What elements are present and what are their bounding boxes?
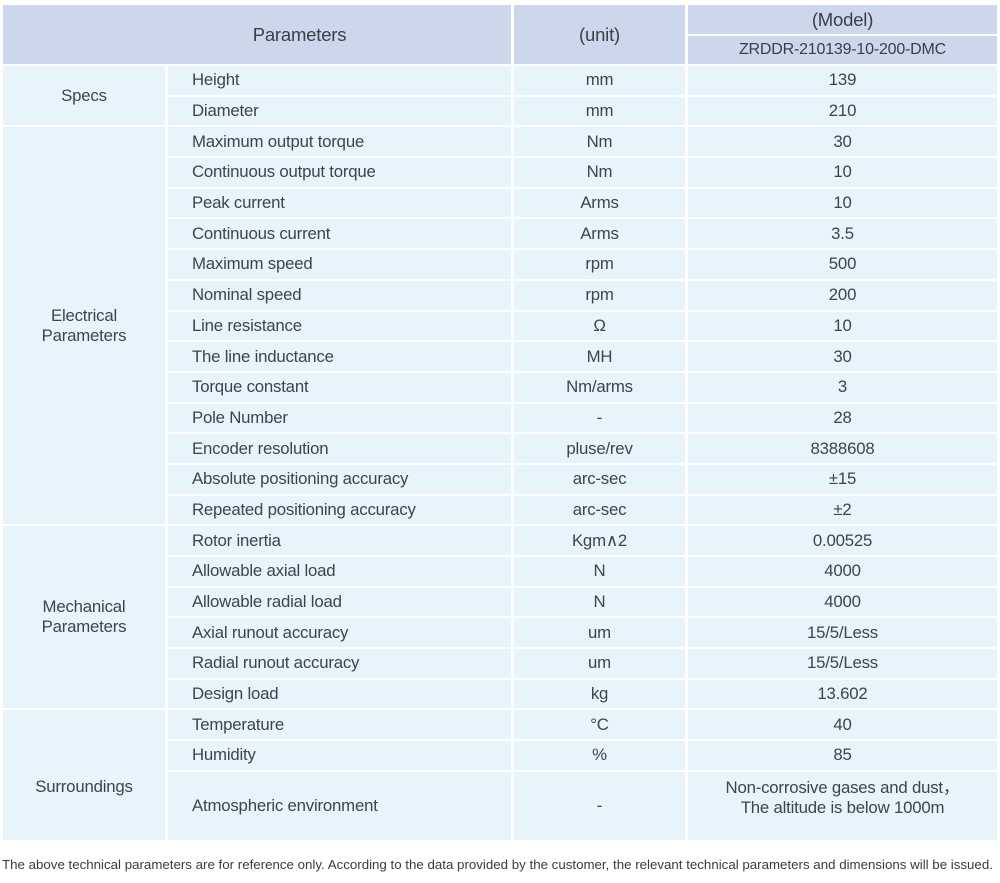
parameter-value: 139 [688, 66, 997, 95]
parameter-name: Axial runout accuracy [168, 618, 511, 648]
parameter-unit: - [514, 403, 685, 433]
parameter-name: Allowable radial load [168, 587, 511, 617]
parameter-name: Torque constant [168, 372, 511, 402]
parameter-name: Radial runout accuracy [168, 649, 511, 678]
parameter-value: 15/5/Less [688, 618, 997, 648]
parameter-unit: Nm [514, 127, 685, 157]
category-specs: Specs [3, 66, 165, 126]
parameter-name: Maximum speed [168, 250, 511, 279]
parameter-name: Allowable axial load [168, 557, 511, 586]
parameter-unit: arc-sec [514, 464, 685, 494]
category-surroundings: Surroundings [3, 710, 165, 840]
parameter-unit: Ω [514, 311, 685, 341]
parameter-unit: Arms [514, 188, 685, 218]
parameter-unit: Nm/arms [514, 372, 685, 402]
parameter-value: 28 [688, 403, 997, 433]
parameter-name: Continuous current [168, 219, 511, 249]
spec-table: Parameters (unit) (Model) ZRDDR-210139-1… [3, 5, 997, 840]
parameter-value: ±15 [688, 464, 997, 494]
header-model-value: ZRDDR-210139-10-200-DMC [688, 36, 997, 64]
parameter-unit: rpm [514, 280, 685, 310]
footnote: The above technical parameters are for r… [2, 857, 993, 872]
parameter-unit: N [514, 587, 685, 617]
parameter-value: 30 [688, 342, 997, 371]
parameter-unit: MH [514, 342, 685, 371]
parameter-value: 85 [688, 741, 997, 770]
parameter-value: 10 [688, 188, 997, 218]
parameter-value: 3 [688, 372, 997, 402]
parameter-name: The line inductance [168, 342, 511, 371]
parameter-value: 4000 [688, 557, 997, 586]
parameter-name: Encoder resolution [168, 434, 511, 463]
parameter-value: ±2 [688, 495, 997, 525]
parameter-name: Height [168, 66, 511, 95]
parameter-unit: rpm [514, 250, 685, 279]
parameter-unit: pluse/rev [514, 434, 685, 463]
parameter-name: Continuous output torque [168, 158, 511, 187]
parameter-value: Non-corrosive gases and dust， The altitu… [688, 771, 997, 840]
parameter-unit: mm [514, 96, 685, 126]
parameter-value: 13.602 [688, 679, 997, 709]
header-model: (Model) [688, 5, 997, 34]
header-parameters: Parameters [3, 5, 511, 64]
parameter-value: 0.00525 [688, 526, 997, 555]
parameter-name: Diameter [168, 96, 511, 126]
parameter-name: Peak current [168, 188, 511, 218]
parameter-unit: kg [514, 679, 685, 709]
parameter-unit: um [514, 618, 685, 648]
parameter-name: Line resistance [168, 311, 511, 341]
parameter-name: Atmospheric environment [168, 771, 511, 840]
parameter-name: Nominal speed [168, 280, 511, 310]
parameter-value: 40 [688, 710, 997, 740]
category-mechanical: Mechanical Parameters [3, 526, 165, 709]
parameter-value: 15/5/Less [688, 649, 997, 678]
parameter-unit: - [514, 771, 685, 840]
parameter-unit: °C [514, 710, 685, 740]
parameter-unit: mm [514, 66, 685, 95]
header-unit: (unit) [514, 5, 685, 64]
parameter-name: Rotor inertia [168, 526, 511, 555]
parameter-value: 210 [688, 96, 997, 126]
parameter-name: Repeated positioning accuracy [168, 495, 511, 525]
parameter-value: 10 [688, 311, 997, 341]
parameter-name: Humidity [168, 741, 511, 770]
parameter-value: 30 [688, 127, 997, 157]
parameter-name: Maximum output torque [168, 127, 511, 157]
parameter-value: 500 [688, 250, 997, 279]
parameter-value: 200 [688, 280, 997, 310]
parameter-value: 8388608 [688, 434, 997, 463]
category-electrical: Electrical Parameters [3, 127, 165, 525]
parameter-unit: Kgm∧2 [514, 526, 685, 555]
parameter-unit: % [514, 741, 685, 770]
parameter-unit: um [514, 649, 685, 678]
parameter-name: Pole Number [168, 403, 511, 433]
parameter-name: Absolute positioning accuracy [168, 464, 511, 494]
parameter-unit: arc-sec [514, 495, 685, 525]
parameter-value: 3.5 [688, 219, 997, 249]
parameter-value: 10 [688, 158, 997, 187]
parameter-unit: N [514, 557, 685, 586]
parameter-name: Design load [168, 679, 511, 709]
parameter-name: Temperature [168, 710, 511, 740]
parameter-unit: Arms [514, 219, 685, 249]
parameter-value: 4000 [688, 587, 997, 617]
parameter-unit: Nm [514, 158, 685, 187]
